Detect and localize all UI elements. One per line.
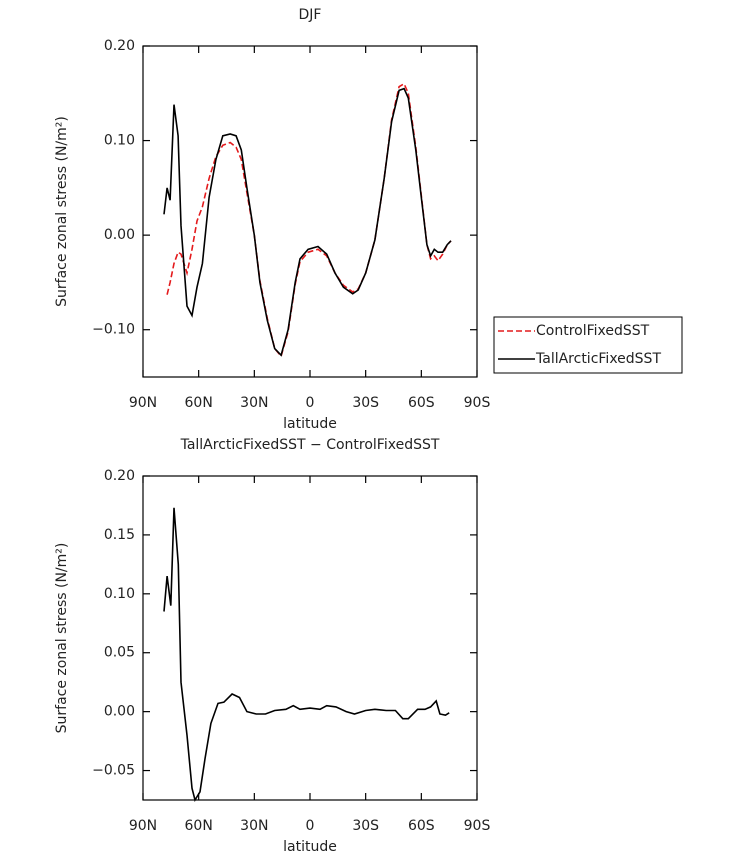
chart-title: DJF (299, 7, 322, 23)
y-tick-label: 0.00 (104, 704, 135, 720)
data-line (163, 87, 452, 357)
y-tick-label: −0.05 (92, 763, 135, 779)
y-tick-label: 0.05 (104, 645, 135, 661)
legend-label: ControlFixedSST (536, 323, 650, 339)
y-tick-label: 0.00 (104, 227, 135, 243)
x-tick-label: 60S (408, 395, 435, 411)
x-axis-label: latitude (283, 839, 337, 855)
chart-title: TallArcticFixedSST − ControlFixedSST (180, 437, 440, 453)
y-tick-label: 0.20 (104, 468, 135, 484)
y-axis-label: Surface zonal stress (N/m²) (54, 543, 70, 734)
x-tick-label: 30N (240, 818, 268, 834)
x-tick-label: 90S (464, 818, 491, 834)
y-tick-label: 0.15 (104, 527, 135, 543)
x-tick-label: 30S (352, 818, 379, 834)
legend-box (493, 316, 683, 374)
data-line (163, 507, 450, 803)
x-axis-label: latitude (283, 416, 337, 432)
x-tick-label: 60N (185, 818, 213, 834)
x-tick-label: 0 (306, 818, 315, 834)
x-tick-label: 30S (352, 395, 379, 411)
x-tick-label: 60N (185, 395, 213, 411)
x-tick-label: 0 (306, 395, 315, 411)
data-line (166, 82, 452, 358)
plot-frame (142, 45, 478, 378)
x-tick-label: 30N (240, 395, 268, 411)
y-axis-label: Surface zonal stress (N/m²) (54, 116, 70, 307)
y-tick-label: 0.10 (104, 133, 135, 149)
plot-frame (142, 475, 478, 801)
x-tick-label: 60S (408, 818, 435, 834)
x-tick-label: 90S (464, 395, 491, 411)
y-tick-label: 0.10 (104, 586, 135, 602)
y-tick-label: −0.10 (92, 322, 135, 338)
y-tick-label: 0.20 (104, 38, 135, 54)
legend-label: TallArcticFixedSST (535, 351, 661, 367)
x-tick-label: 90N (129, 395, 157, 411)
x-tick-label: 90N (129, 818, 157, 834)
